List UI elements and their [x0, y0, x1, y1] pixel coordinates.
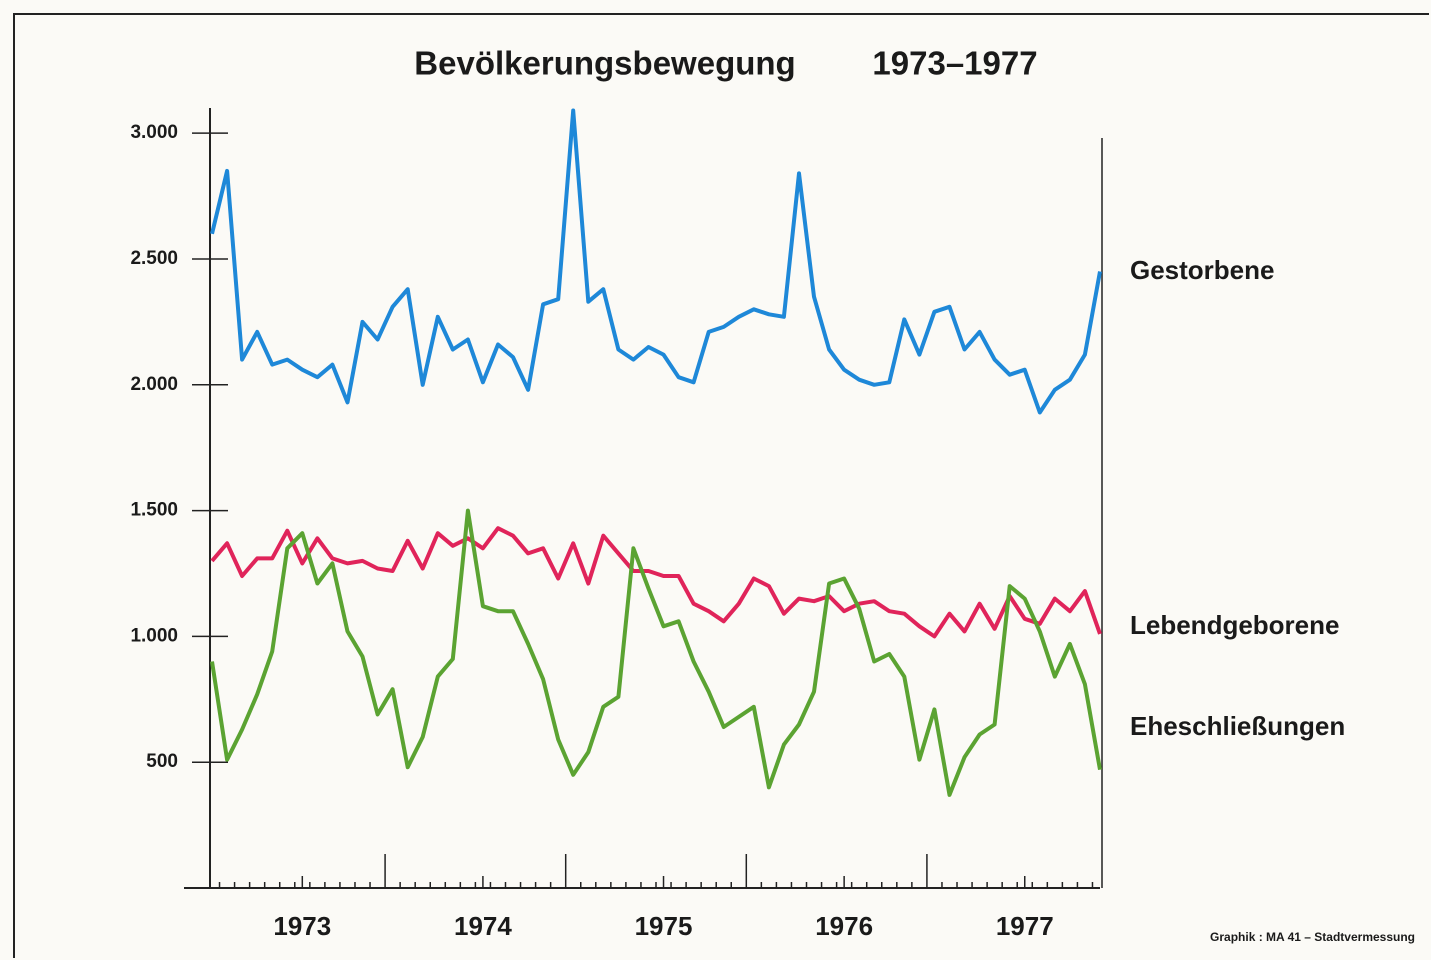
y-tick-label: 3.000 — [130, 122, 178, 143]
y-tick-label: 2.500 — [130, 248, 178, 269]
x-tick-label: 1977 — [996, 911, 1054, 941]
x-tick-label: 1973 — [273, 911, 331, 941]
source-note: Graphik : MA 41 – Stadtvermessung — [1210, 930, 1415, 944]
y-tick-label: 2.000 — [130, 374, 178, 395]
chart-title: Bevölkerungsbewegung — [414, 45, 795, 82]
series-label: Gestorbene — [1130, 255, 1275, 285]
x-tick-label: 1974 — [454, 911, 512, 941]
series-label: Lebendgeborene — [1130, 610, 1339, 640]
y-tick-label: 1.000 — [130, 625, 178, 646]
data-line — [210, 508, 1102, 797]
y-tick-label: 500 — [146, 751, 178, 772]
data-line — [210, 108, 1102, 415]
y-tick-label: 1.500 — [130, 500, 178, 521]
series-label: Eheschließungen — [1130, 711, 1345, 741]
chart-subtitle: 1973–1977 — [872, 45, 1037, 82]
frame — [13, 13, 1429, 958]
x-tick-label: 1976 — [815, 911, 873, 941]
data-line — [210, 526, 1102, 639]
x-tick-label: 1975 — [635, 911, 693, 941]
